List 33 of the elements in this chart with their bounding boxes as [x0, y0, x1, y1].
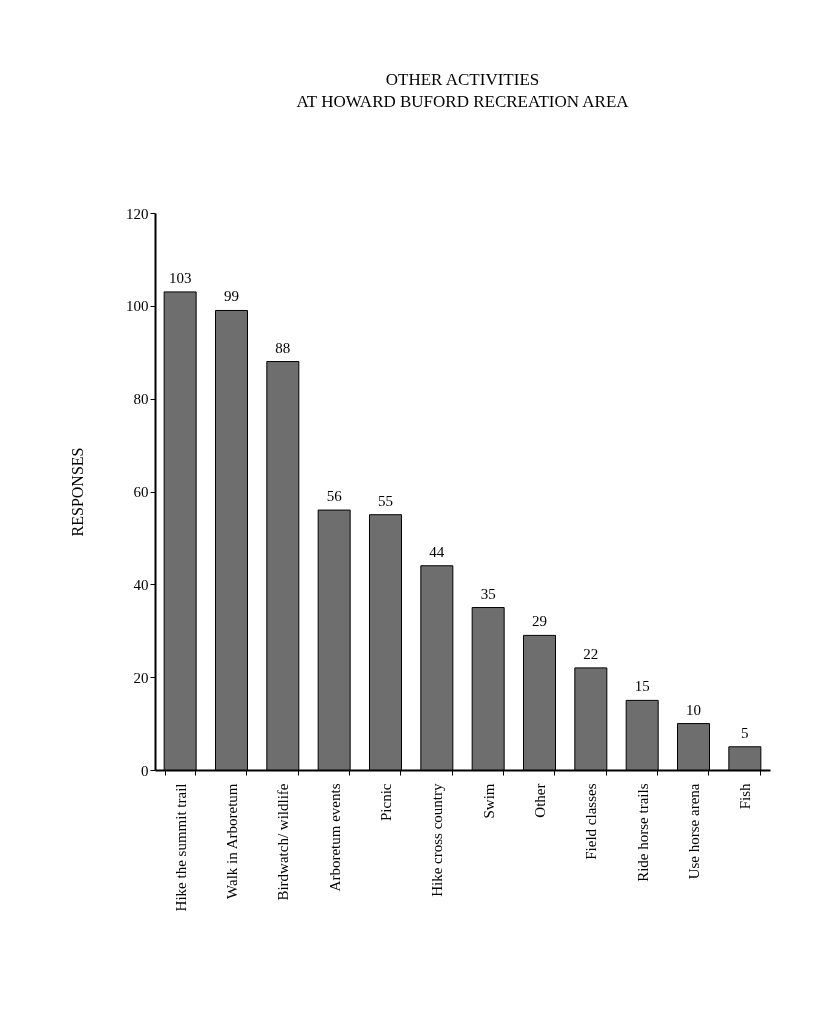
data-label: 35: [480, 585, 496, 602]
y-tick-label: 120: [126, 205, 149, 222]
data-label: 44: [429, 543, 445, 560]
y-tick-label: 60: [133, 484, 149, 500]
data-label: 29: [532, 613, 547, 630]
x-tick-label: Other: [532, 783, 548, 818]
data-label: 56: [326, 488, 343, 505]
data-label: 55: [378, 492, 393, 509]
data-label: 15: [634, 678, 650, 695]
data-label: 88: [275, 339, 291, 356]
x-tick-label: Ride horse trails: [634, 783, 651, 882]
chart-title: OTHER ACTIVITIES AT HOWARD BUFORD RECREATION AREA: [296, 70, 630, 111]
x-tick-label: Picnic: [378, 783, 394, 821]
data-label: 22: [583, 645, 599, 662]
y-tick-label: 0: [141, 762, 149, 779]
data-label: 10: [686, 701, 702, 718]
y-tick-label: 80: [133, 391, 149, 408]
x-tick-label: Swim: [480, 783, 497, 819]
x-tick-label: Field classes: [583, 783, 600, 860]
data-label: 103: [168, 269, 192, 286]
x-tick-label: Birdwatch/ wildlife: [275, 783, 292, 901]
x-tick-label: Use horse arena: [686, 783, 703, 880]
y-tick-label: 20: [133, 669, 149, 686]
x-tick-label: Arboretum events: [326, 783, 343, 892]
data-label: 5: [741, 724, 749, 741]
data-label: 99: [223, 288, 239, 305]
x-tick-label: Hike the summit trail: [172, 783, 189, 912]
y-tick-label: 40: [133, 576, 149, 593]
y-tick-label: 100: [126, 298, 149, 315]
x-tick-label: Fish: [737, 783, 754, 810]
x-tick-label: Hike cross country: [429, 783, 446, 897]
y-axis-title: RESPONSES: [69, 447, 86, 537]
x-tick-label: Walk in Arboretum: [223, 783, 240, 899]
